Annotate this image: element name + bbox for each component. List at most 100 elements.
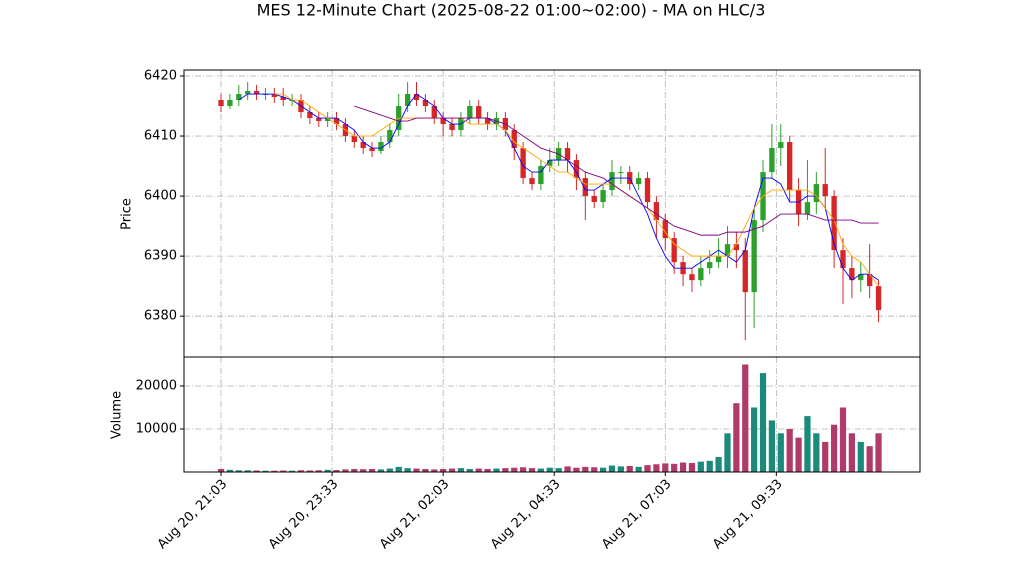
candle-body (467, 106, 473, 119)
volume-bar (848, 433, 855, 472)
candle-body (440, 118, 446, 125)
volume-bar (217, 468, 225, 472)
candle-body (360, 142, 366, 149)
candle-body (431, 106, 437, 119)
candle-body (245, 91, 251, 95)
volume-bar (706, 460, 713, 472)
candle-body (573, 160, 580, 179)
volume-bar (608, 465, 616, 472)
candle-body (227, 100, 233, 107)
candle-body (609, 172, 615, 191)
x-tick-label: Aug 21, 04:33 (488, 477, 564, 553)
candle-body (324, 118, 331, 122)
y-tick-label: 6410 (144, 129, 177, 144)
y-tick-label: 10000 (136, 421, 177, 436)
candle-body (653, 202, 660, 221)
volume-bar (671, 463, 678, 472)
candle-body (422, 100, 429, 107)
volume-bar (742, 364, 749, 472)
candle-body (644, 178, 651, 203)
volume-bar (733, 403, 740, 472)
candle-body (715, 256, 722, 263)
candle-body (564, 148, 571, 161)
volume-bar (253, 470, 260, 472)
candle-body (476, 106, 482, 119)
volume-bar (866, 446, 873, 472)
x-tick-label: Aug 20, 23:33 (266, 477, 342, 553)
volume-bar (697, 461, 704, 472)
candle-body (742, 250, 748, 293)
volume-bar (457, 468, 465, 472)
volume-bar (875, 433, 882, 472)
candle-body (635, 178, 642, 185)
volume-bar (715, 456, 722, 472)
volume-bar (306, 470, 313, 472)
candle-body (547, 160, 553, 167)
y-tick-label: 6420 (144, 69, 177, 84)
candle-body (849, 268, 855, 281)
candle-body (671, 238, 677, 263)
candle-body (413, 94, 420, 101)
volume-bar (484, 468, 491, 472)
y-axis-label: Price (120, 198, 135, 230)
volume-bar (475, 468, 482, 472)
volume-bar (555, 468, 562, 472)
volume-bar (342, 469, 349, 472)
chart-title: MES 12-Minute Chart (2025-08-22 01:00~02… (257, 1, 766, 20)
volume-bar (493, 468, 500, 472)
candle-body (271, 94, 277, 98)
x-tick-label: Aug 21, 07:03 (599, 477, 675, 553)
candle-body (662, 220, 668, 239)
candle-body (831, 196, 837, 251)
volume-bar (857, 441, 864, 472)
volume-bar (591, 467, 598, 472)
volume-bar (271, 470, 278, 472)
volume-bar (377, 469, 385, 472)
volume-bar (564, 466, 571, 472)
volume-bar (440, 468, 447, 472)
y-tick-label: 20000 (136, 378, 177, 393)
volume-bar (288, 470, 296, 472)
volume-bar (235, 470, 242, 472)
volume-bar (724, 433, 731, 472)
y-tick-label: 6400 (144, 189, 177, 204)
volume-bar (804, 416, 811, 472)
volume-bar (582, 466, 589, 472)
candle-body (387, 130, 393, 143)
volume-bar (404, 468, 411, 472)
volume-bar (351, 468, 358, 472)
volume-bar (813, 433, 820, 472)
volume-bar (262, 470, 269, 472)
candle-body (378, 142, 384, 152)
volume-bar (537, 468, 545, 472)
ma-line (354, 105, 879, 236)
volume-bar (502, 468, 509, 472)
candle-body (707, 262, 713, 269)
volume-bar (777, 433, 784, 472)
candle-body (582, 178, 588, 197)
volume-bar (520, 467, 527, 472)
volume-bar (448, 468, 456, 472)
candle-body (307, 112, 313, 119)
volume-bar (617, 466, 624, 472)
volume-bar (360, 469, 367, 472)
candle-body (822, 184, 828, 197)
volume-bar (830, 424, 838, 472)
volume-bar (422, 468, 429, 472)
candle-body (316, 118, 322, 122)
volume-bar (280, 470, 287, 472)
candle-body (733, 244, 740, 251)
candle-body (618, 172, 624, 174)
candle-body (866, 274, 873, 287)
volume-bar (599, 467, 607, 472)
plot-frame (183, 356, 921, 473)
candle-body (236, 94, 242, 101)
candle-body (351, 136, 357, 143)
candle-body (218, 100, 224, 107)
candle-body (484, 118, 491, 125)
volume-bar (413, 468, 420, 472)
volume-bar (653, 464, 660, 472)
volume-bar (662, 463, 669, 472)
volume-bar (368, 468, 376, 472)
